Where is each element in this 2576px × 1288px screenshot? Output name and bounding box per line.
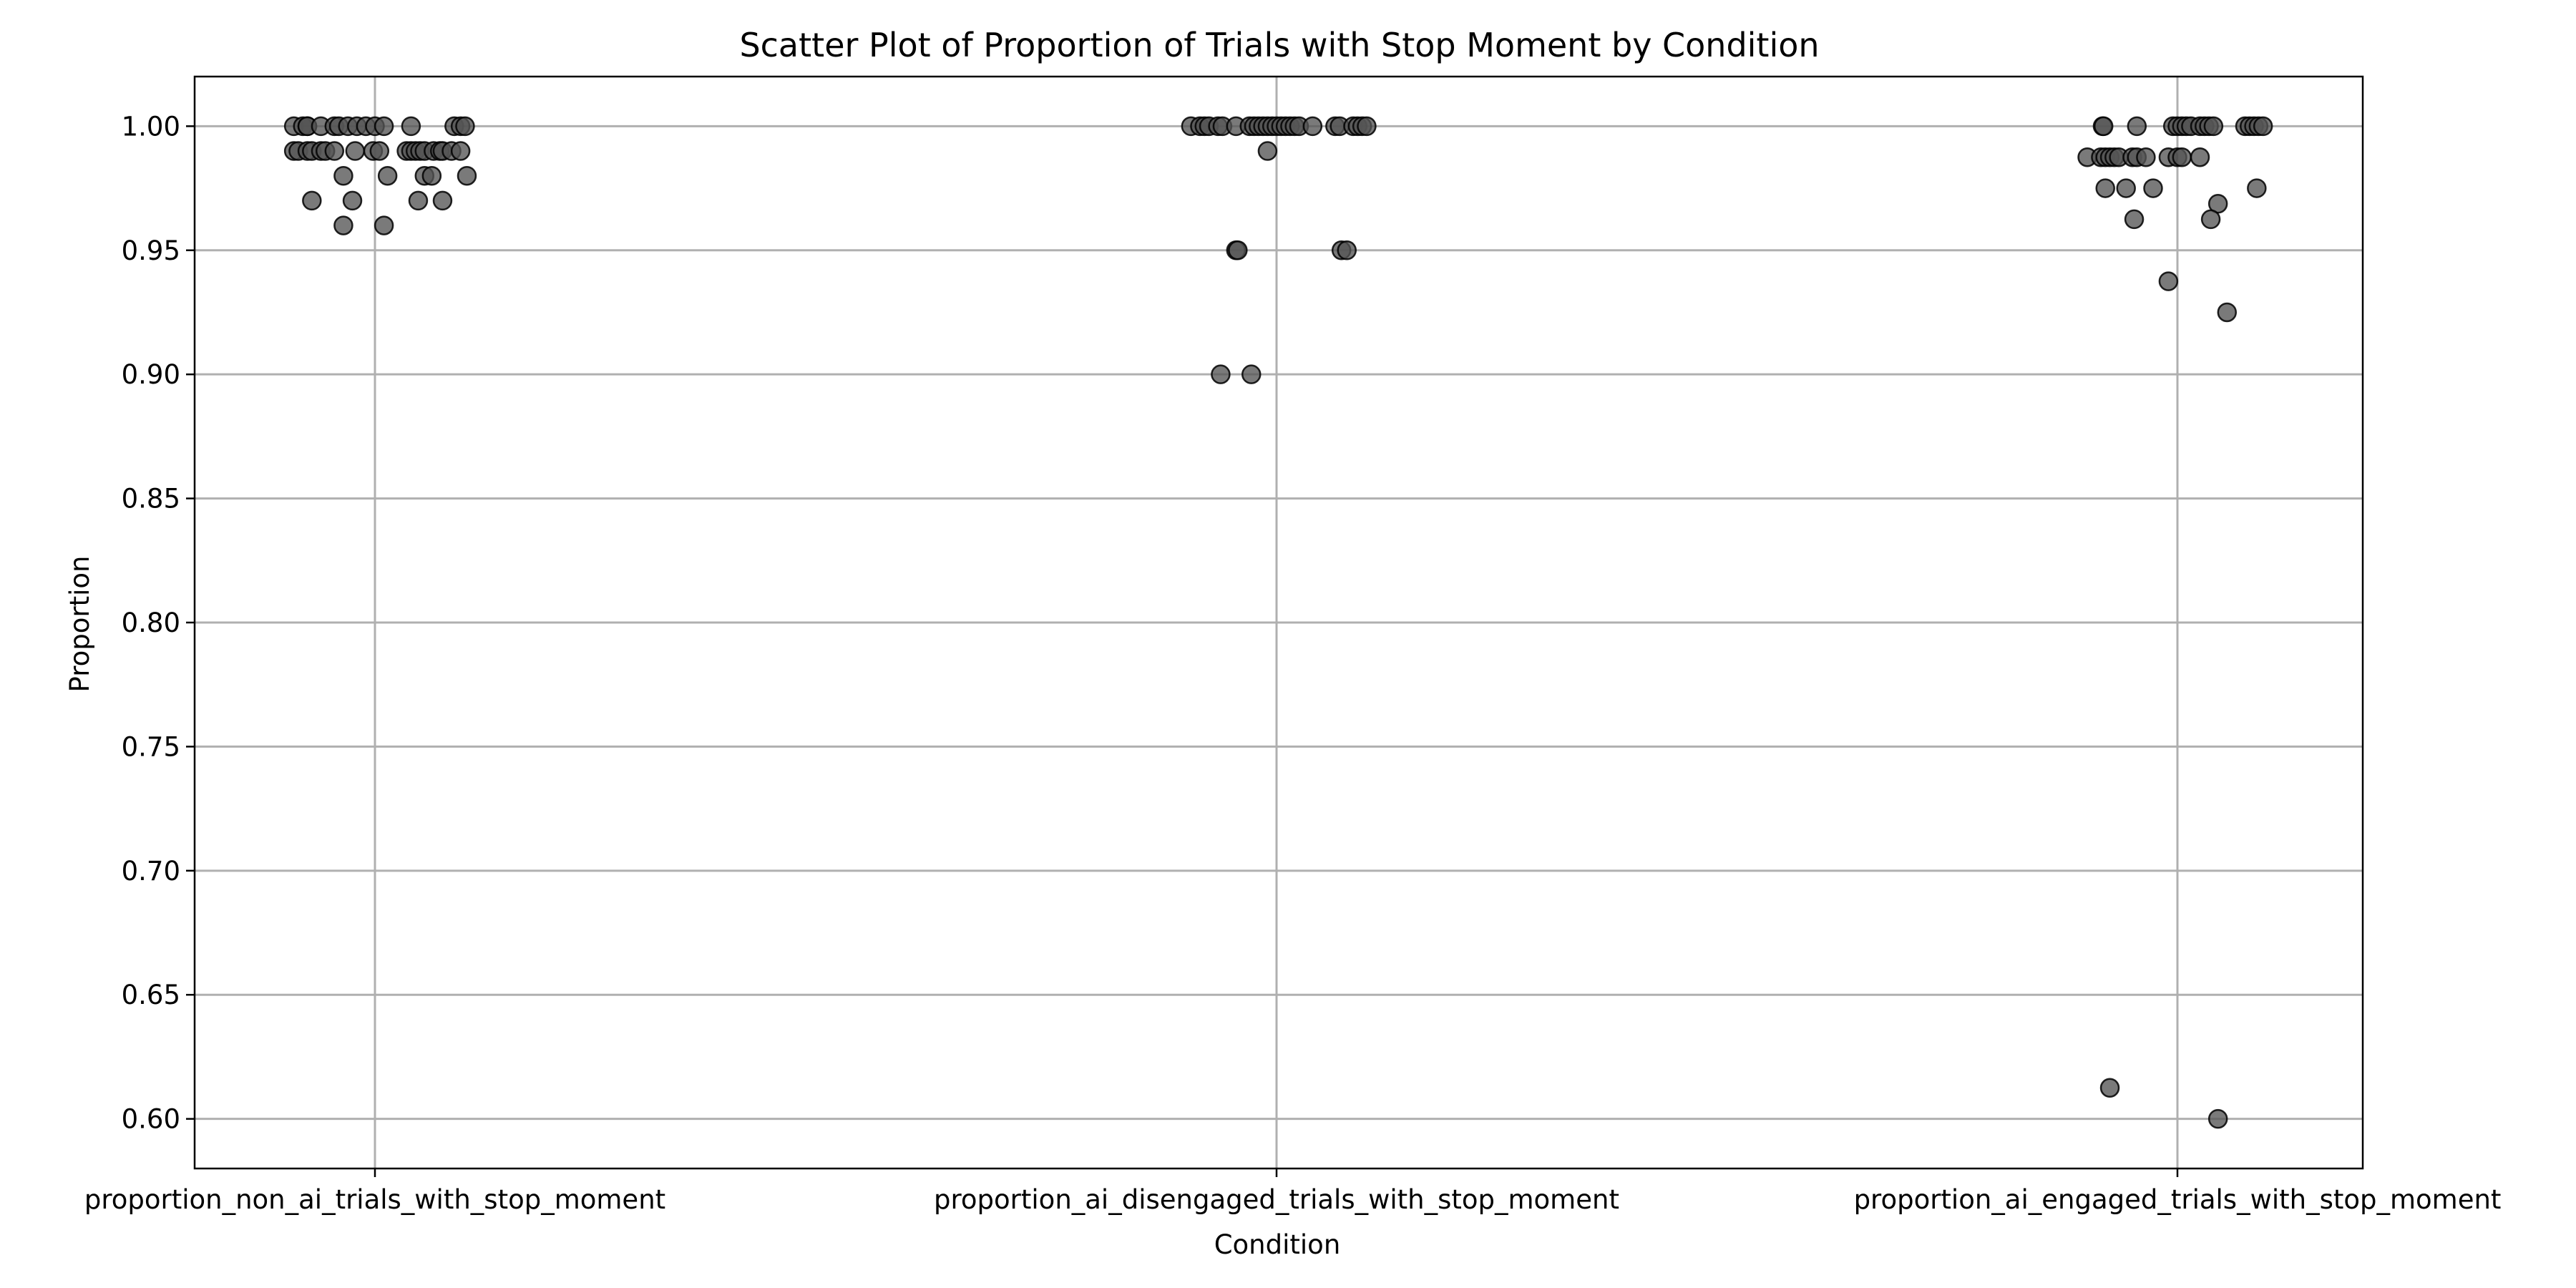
scatter-point: [2127, 116, 2147, 137]
scatter-point: [401, 116, 421, 137]
y-tick-label: 0.90: [122, 359, 180, 390]
scatter-point: [333, 215, 353, 235]
scatter-point: [342, 190, 363, 211]
scatter-point: [1357, 116, 1377, 137]
y-axis-label: Proportion: [64, 556, 95, 693]
scatter-point: [2124, 209, 2145, 230]
scatter-point: [432, 190, 453, 211]
y-tick-label: 0.95: [122, 235, 180, 266]
y-tick-label: 0.75: [122, 731, 180, 762]
scatter-point: [1302, 116, 1323, 137]
scatter-point: [2116, 178, 2136, 198]
scatter-point: [450, 141, 471, 161]
scatter-point: [302, 190, 322, 211]
y-tick-label: 0.80: [122, 608, 180, 638]
x-axis-label: Condition: [1214, 1229, 1341, 1260]
scatter-point: [421, 165, 442, 186]
scatter-point: [2217, 302, 2238, 323]
scatter-point: [345, 141, 366, 161]
scatter-point: [2207, 1108, 2228, 1129]
scatter-point: [2200, 209, 2221, 230]
scatter-point: [1211, 364, 1231, 384]
scatter-point: [1241, 364, 1262, 384]
x-tick-label: proportion_non_ai_trials_with_stop_momen…: [84, 1184, 665, 1215]
scatter-point: [2143, 178, 2163, 198]
scatter-point: [2172, 147, 2192, 167]
scatter-point: [455, 116, 475, 137]
y-tick-label: 0.65: [122, 980, 180, 1010]
scatter-point: [374, 215, 394, 235]
scatter-point: [377, 165, 398, 186]
data-points: [283, 116, 2273, 1129]
gridlines: [195, 77, 2363, 1169]
scatter-point: [2095, 178, 2115, 198]
chart-title: Scatter Plot of Proportion of Trials wit…: [739, 26, 1819, 64]
scatter-point: [333, 165, 353, 186]
scatter-point: [2093, 116, 2114, 137]
scatter-point: [408, 190, 429, 211]
x-tick-label: proportion_ai_disengaged_trials_with_sto…: [934, 1184, 1619, 1215]
scatter-point: [2190, 147, 2210, 167]
scatter-point: [457, 165, 477, 186]
plot-frame: [193, 75, 2364, 1170]
scatter-point: [2253, 116, 2273, 137]
y-tick-label: 0.85: [122, 484, 180, 514]
y-tick-label: 0.70: [122, 856, 180, 887]
scatter-point: [1257, 141, 1278, 161]
x-tick-label: proportion_ai_engaged_trials_with_stop_m…: [1854, 1184, 2502, 1215]
scatter-point: [1337, 240, 1357, 260]
y-tick-label: 1.00: [122, 111, 180, 142]
scatter-point: [1228, 240, 1248, 260]
scatter-point: [324, 141, 345, 161]
scatter-point: [2203, 116, 2224, 137]
scatter-point: [2158, 271, 2179, 291]
scatter-point: [2247, 178, 2267, 198]
axis-ticks: 0.60 0.65 0.70 0.75 0.80 0.85 0.90 0.95 1.00 prop…: [84, 111, 2502, 1215]
scatter-point: [369, 141, 390, 161]
scatter-point: [2136, 147, 2156, 167]
y-tick-label: 0.60: [122, 1104, 180, 1135]
scatter-point: [2099, 1078, 2120, 1098]
scatter-point: [374, 116, 394, 137]
